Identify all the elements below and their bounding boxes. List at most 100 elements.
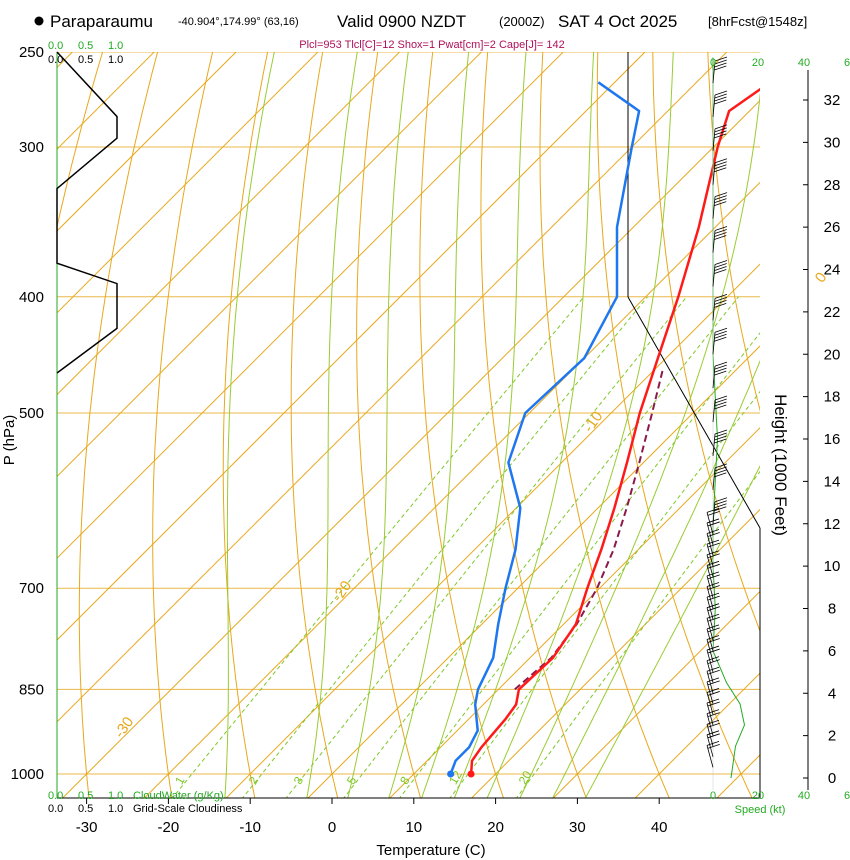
isotherm <box>57 52 564 559</box>
pressure-tick-label: 400 <box>19 289 44 306</box>
cloudwater-bottom-tick-2: 1.0 <box>108 790 123 802</box>
dry-adiabat <box>152 52 214 798</box>
isotherm <box>389 427 760 798</box>
height-tick-label: 20 <box>824 346 841 363</box>
moist-adiabat <box>584 465 760 798</box>
wind-barb <box>706 730 720 757</box>
isotherm-label: -10 <box>580 408 606 436</box>
valid-time: Valid 0900 NZDT <box>337 12 466 31</box>
grid-labels: 100-10-20-300102030123581220 <box>111 269 831 787</box>
x-axis-title: Temperature (C) <box>376 842 485 859</box>
wind-barb <box>706 613 720 641</box>
speed-tick-top: 40 <box>798 57 810 69</box>
moist-adiabat <box>552 359 760 798</box>
height-axis-title: Height (1000 Feet) <box>771 394 790 536</box>
wind-barb <box>706 560 720 588</box>
height-tick-label: 16 <box>824 431 841 448</box>
temp-tick-label: 20 <box>487 819 504 836</box>
height-tick-label: 28 <box>824 177 841 194</box>
isotherm <box>57 52 237 232</box>
height-tick-label: 32 <box>824 92 841 109</box>
wind-barb <box>706 645 720 673</box>
wind-barb <box>712 429 728 456</box>
height-tick-label: 24 <box>824 262 841 279</box>
cloudwater-top-tick-1: 0.5 <box>78 40 93 52</box>
speed-label: Speed (kt) <box>735 804 786 816</box>
pressure-tick-label: 250 <box>19 44 44 61</box>
mixing-ratio-label: 5 <box>344 774 360 787</box>
temp-tick-label: -30 <box>76 819 98 836</box>
surface-dewpoint-marker <box>447 770 455 778</box>
profiles <box>447 81 760 778</box>
wind-barb <box>712 361 728 389</box>
isotherm <box>470 508 760 798</box>
y-axis-title: P (hPa) <box>1 415 18 466</box>
temperature-line <box>469 87 760 775</box>
cloudwater-top-tick-2: 1.0 <box>108 40 123 52</box>
moist-adiabat <box>306 52 358 798</box>
temp-tick-label: -20 <box>158 819 180 836</box>
forecast-run: [8hrFcst@1548z] <box>708 14 807 29</box>
wind-barb <box>706 603 720 630</box>
wind-barb <box>712 56 728 84</box>
pressure-tick-label: 1000 <box>11 766 44 783</box>
moist-adiabat <box>388 52 470 798</box>
speed-tick-bot: 0 <box>710 790 716 802</box>
mixing-ratio-label: 8 <box>397 774 413 787</box>
station-marker <box>34 16 44 26</box>
isotherm <box>57 52 319 314</box>
temp-tick-label: -10 <box>239 819 261 836</box>
wind-barb <box>706 698 720 726</box>
wind-barb <box>706 719 720 747</box>
dry-adiabat <box>419 52 504 798</box>
wind-barb <box>706 550 720 577</box>
isotherm <box>307 345 760 798</box>
mixing-ratio-label: 12 <box>446 768 465 787</box>
dry-adiabat <box>707 52 760 412</box>
height-tick-label: 2 <box>828 728 836 745</box>
speed-tick-bot: 6 <box>844 790 850 802</box>
wind-barb <box>706 582 720 609</box>
wind-barb <box>706 539 720 567</box>
isotherm-label: -30 <box>111 714 137 742</box>
forecast-date: SAT 4 Oct 2025 <box>558 12 677 31</box>
height-tick-label: 10 <box>824 558 841 575</box>
right-border-diagonal <box>627 296 761 529</box>
wind-barb <box>706 571 720 599</box>
speed-tick-top: 20 <box>752 57 764 69</box>
temp-tick-label: 40 <box>651 819 668 836</box>
cloudwater-bottom-tick-1: 0.5 <box>78 790 93 802</box>
dry-adiabat <box>539 52 670 798</box>
height-tick-label: 14 <box>824 473 841 490</box>
dry-adiabat <box>78 52 159 798</box>
station-name: Paraparaumu <box>50 12 153 31</box>
cloudiness-top-tick-2: 1.0 <box>108 54 123 66</box>
wind-barb <box>706 688 720 715</box>
utc-time: (2000Z) <box>499 14 545 29</box>
temp-tick-label: 30 <box>569 819 586 836</box>
wind-barb <box>712 226 728 253</box>
isotherm <box>552 590 760 798</box>
surface-temp-marker <box>467 770 475 778</box>
speed-tick-top: 0 <box>710 57 716 69</box>
height-tick-label: 18 <box>824 389 841 406</box>
isotherm <box>57 52 401 396</box>
wind-barb <box>712 124 728 151</box>
dewpoint-line <box>449 81 641 775</box>
dry-adiabat <box>356 52 422 798</box>
moist-adiabat <box>421 52 527 798</box>
wind-barb <box>706 635 720 662</box>
mixing-ratio-line <box>285 296 688 798</box>
cloudwater-label: CloudWater (g/Kg) <box>133 790 224 802</box>
pressure-tick-label: 850 <box>19 681 44 698</box>
parcel-parameters: Plcl=953 Tlcl[C]=12 Shox=1 Pwat[cm]=2 Ca… <box>299 39 564 51</box>
cloudwater-bottom-tick-0: 0.0 <box>48 790 63 802</box>
wind-barb <box>706 592 720 620</box>
parcel-line <box>514 369 664 691</box>
isotherm <box>143 181 760 798</box>
moist-adiabat <box>519 92 760 798</box>
wind-barb <box>712 293 728 321</box>
height-tick-label: 12 <box>824 516 841 533</box>
mixing-ratio-line <box>449 390 760 798</box>
